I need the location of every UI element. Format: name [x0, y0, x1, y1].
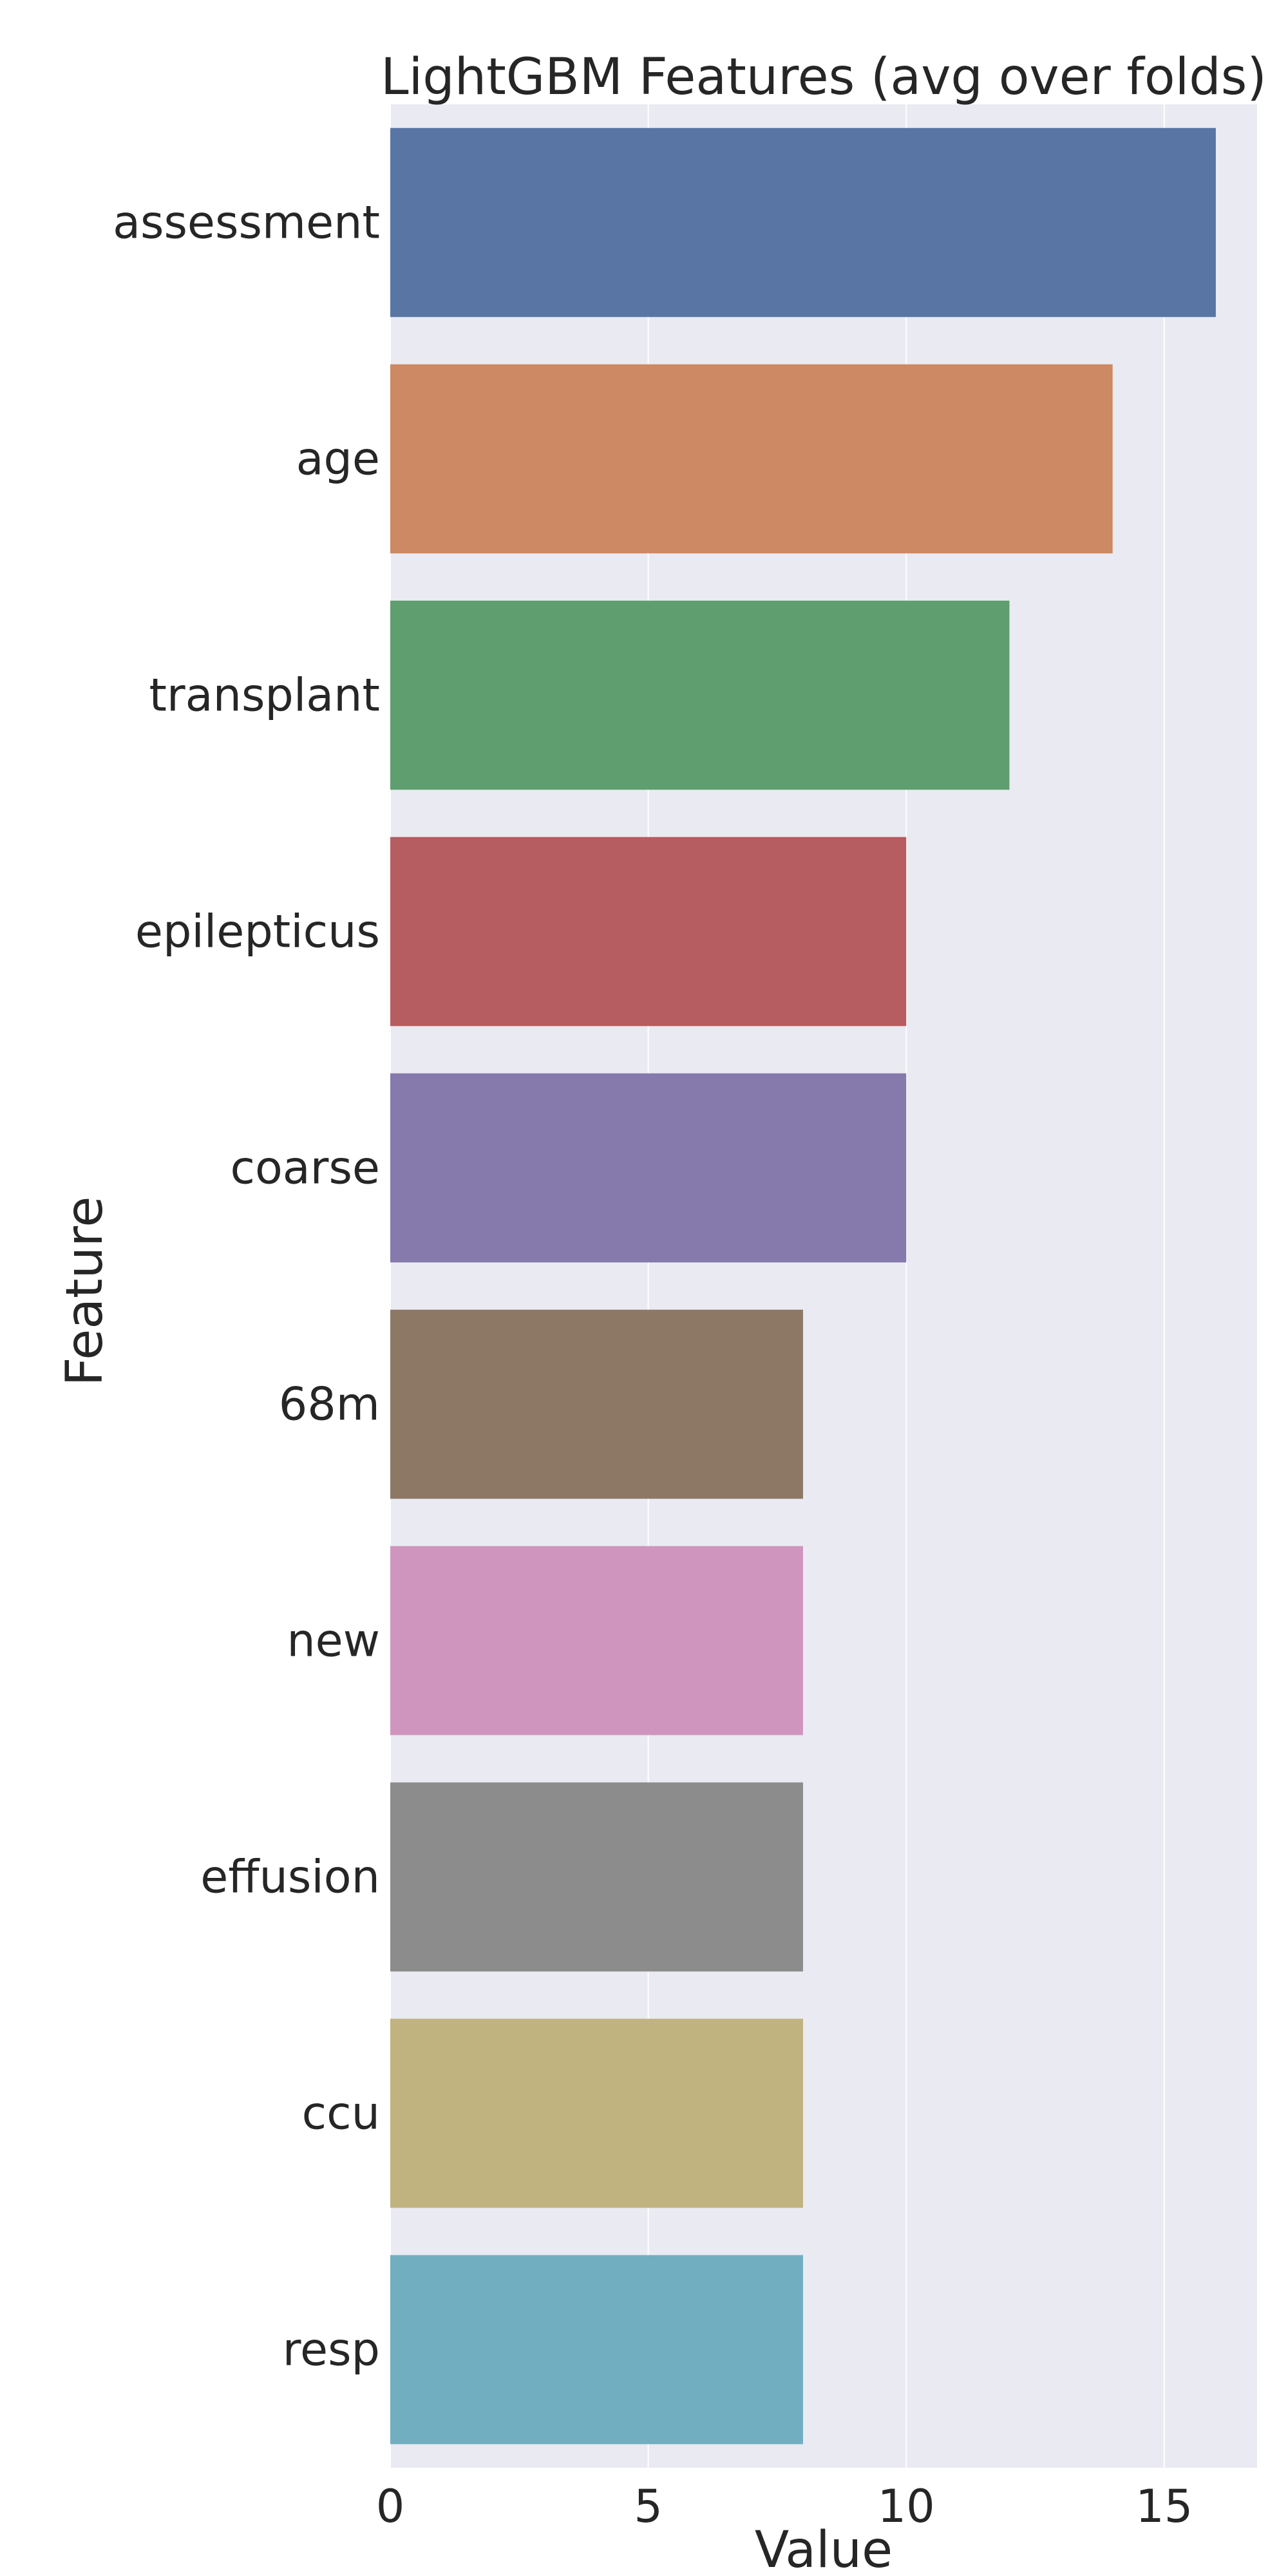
bar-68m [390, 1309, 803, 1499]
bar-age [390, 364, 1113, 554]
bar-coarse [390, 1073, 907, 1263]
y-tick-label: assessment [113, 196, 380, 249]
y-tick-label: effusion [200, 1851, 380, 1904]
x-tick-label: 10 [878, 2480, 935, 2533]
bar-assessment [390, 128, 1216, 317]
y-tick-label: ccu [302, 2087, 380, 2140]
y-tick-label: epilepticus [135, 905, 380, 958]
x-axis-label: Value [755, 2521, 893, 2576]
bar-resp [390, 2255, 803, 2445]
x-tick-labels: 0 5 10 15 [376, 2480, 1193, 2533]
y-tick-label: resp [283, 2324, 380, 2376]
bar-new [390, 1546, 803, 1736]
bars [390, 128, 1216, 2445]
y-tick-labels: assessment age transplant epilepticus coarse… [113, 196, 380, 2376]
x-tick-label: 0 [376, 2480, 405, 2533]
y-axis-label: Feature [56, 1197, 114, 1387]
bar-ccu [390, 2018, 803, 2208]
y-tick-label: coarse [230, 1142, 380, 1195]
bar-epilepticus [390, 837, 907, 1027]
y-tick-label: new [287, 1615, 380, 1667]
bar-effusion [390, 1782, 803, 1972]
chart-title: LightGBM Features (avg over folds) [381, 48, 1267, 106]
y-tick-label: 68m [279, 1378, 380, 1431]
bar-transplant [390, 600, 1010, 790]
y-tick-label: transplant [149, 669, 380, 722]
x-tick-label: 5 [634, 2480, 663, 2533]
x-tick-label: 15 [1135, 2480, 1193, 2533]
y-tick-label: age [296, 433, 380, 486]
